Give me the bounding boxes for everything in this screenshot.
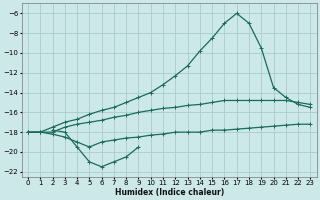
X-axis label: Humidex (Indice chaleur): Humidex (Indice chaleur) [115,188,224,197]
